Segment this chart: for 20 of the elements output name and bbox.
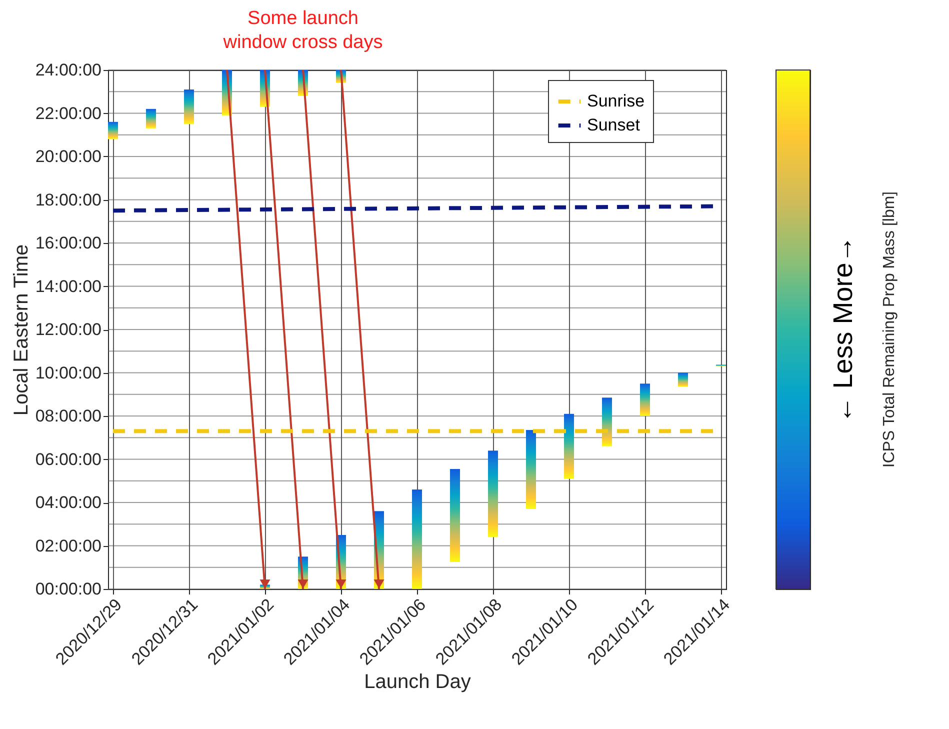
y-axis-title: Local Eastern Time — [10, 244, 32, 416]
y-tick-label: 06:00:00 — [35, 450, 102, 469]
y-tick-label: 12:00:00 — [35, 320, 102, 339]
y-tick-label: 08:00:00 — [35, 406, 102, 426]
x-axis-title: Launch Day — [364, 670, 471, 693]
legend-label: Sunrise — [587, 92, 645, 110]
legend-label: Sunset — [587, 116, 640, 134]
text: ← Less More→ — [828, 236, 858, 424]
y-tick-label: 16:00:00 — [35, 234, 102, 252]
y-tick-label: 04:00:00 — [35, 493, 102, 512]
y-tick-label: 18:00:00 — [35, 190, 102, 210]
y-tick-label: 20:00:00 — [35, 147, 102, 166]
color-bar-title: ICPS Total Remaining Prop Mass [lbm] — [881, 191, 898, 468]
y-tick-label: 00:00:00 — [35, 580, 102, 598]
y-tick-label: 10:00:00 — [35, 363, 102, 382]
y-tick-label: 24:00:00 — [35, 60, 102, 80]
y-tick-label: 14:00:00 — [35, 276, 102, 296]
y-tick-label: 22:00:00 — [35, 104, 102, 123]
text: Some launch window cross days — [222, 8, 383, 53]
y-tick-label: 02:00:00 — [35, 536, 102, 556]
